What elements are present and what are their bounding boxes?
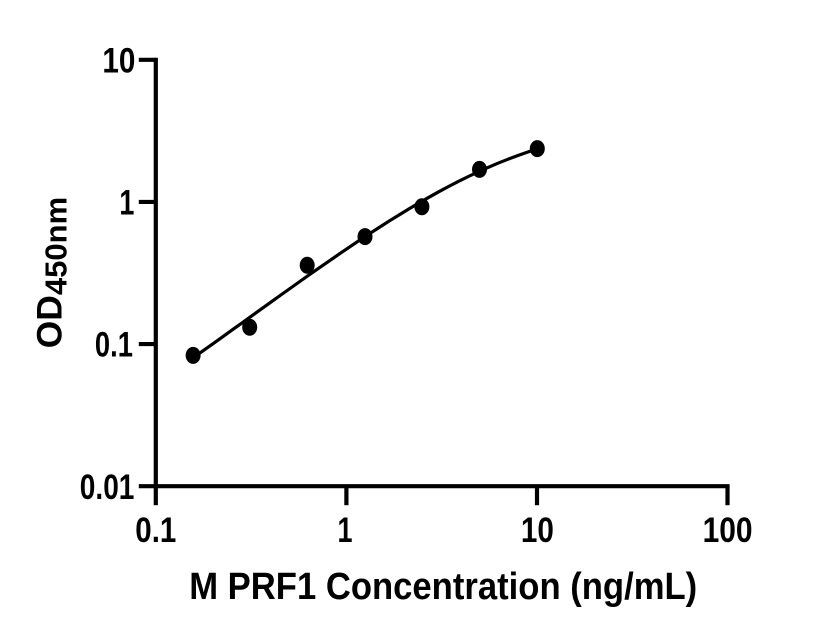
svg-text:10: 10: [102, 41, 135, 80]
svg-text:1: 1: [338, 511, 353, 550]
svg-text:OD450nm: OD450nm: [29, 197, 73, 348]
svg-text:100: 100: [703, 511, 753, 550]
svg-text:0.1: 0.1: [135, 511, 176, 550]
svg-text:1: 1: [119, 184, 134, 223]
svg-text:0.01: 0.01: [80, 468, 135, 507]
svg-text:M PRF1 Concentration (ng/mL): M PRF1 Concentration (ng/mL): [189, 566, 697, 608]
svg-text:10: 10: [521, 511, 554, 550]
svg-text:0.1: 0.1: [95, 326, 133, 365]
